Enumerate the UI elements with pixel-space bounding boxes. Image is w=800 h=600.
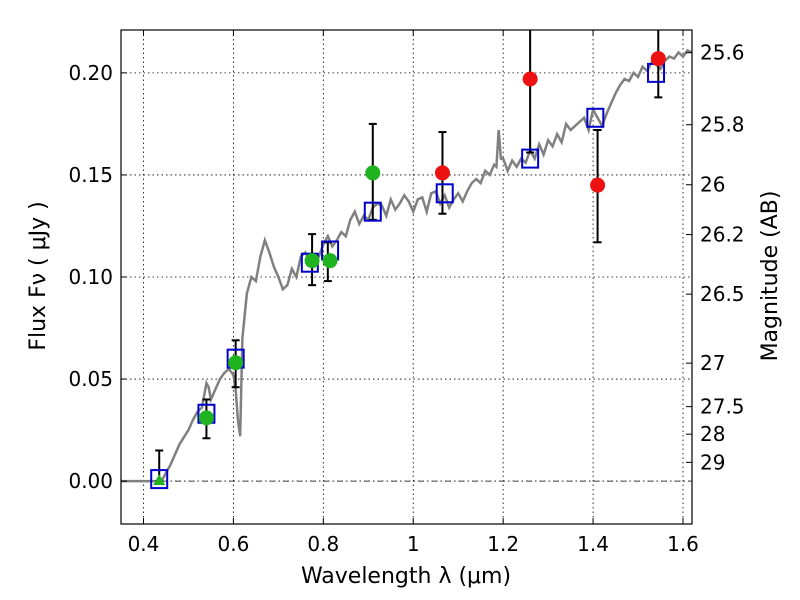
y-tick-label: 0.00	[68, 469, 113, 493]
right-tick-label: 25.6	[700, 41, 745, 65]
x-axis-ticks: 0.4 0.6 0.8 1 1.2 1.4 1.6	[128, 30, 699, 556]
red-point	[434, 165, 450, 181]
model-flux-box	[363, 201, 382, 222]
green-point	[228, 355, 244, 371]
right-tick-label: 29	[700, 450, 725, 474]
green-upper-limit-triangle	[153, 474, 166, 486]
y-axis-ticks: 0.00 0.05 0.10 0.15 0.20	[68, 61, 127, 493]
y-tick-label: 0.20	[68, 61, 113, 85]
grid-lines	[121, 30, 692, 524]
red-point	[590, 177, 606, 193]
model-flux-boxes	[150, 62, 666, 490]
red-point	[522, 71, 538, 87]
model-flux-box	[150, 469, 169, 490]
right-tick-label: 28	[700, 422, 725, 446]
right-tick-label: 26.2	[700, 223, 745, 247]
red-point	[650, 51, 666, 67]
green-point	[322, 253, 338, 269]
green-point	[304, 253, 320, 269]
right-tick-label: 25.8	[700, 113, 745, 137]
model-flux-box	[521, 148, 540, 169]
red-photometry-points	[434, 51, 666, 193]
y-tick-label: 0.05	[68, 367, 113, 391]
green-point	[365, 165, 381, 181]
model-spectrum-line	[121, 48, 693, 483]
x-tick-label: 0.8	[307, 532, 339, 556]
right-tick-label: 26.5	[700, 282, 745, 306]
model-flux-box	[435, 183, 454, 204]
x-axis-label: Wavelength λ (μm)	[301, 564, 511, 589]
x-tick-label: 1.2	[487, 532, 519, 556]
right-tick-label: 26	[700, 173, 725, 197]
y-tick-label: 0.10	[68, 265, 113, 289]
right-tick-label: 27	[700, 351, 725, 375]
error-bars	[155, 30, 663, 483]
x-tick-label: 1.4	[577, 532, 609, 556]
x-tick-label: 1.6	[667, 532, 699, 556]
y-tick-label: 0.15	[68, 163, 113, 187]
x-tick-label: 0.4	[128, 532, 160, 556]
x-tick-label: 1	[407, 532, 420, 556]
y-axis-label: Flux Fν ( μJy )	[26, 201, 51, 350]
green-point	[198, 410, 214, 426]
right-tick-label: 27.5	[700, 395, 745, 419]
x-tick-label: 0.6	[217, 532, 249, 556]
right-axis-label: Magnitude (AB)	[758, 191, 783, 362]
model-flux-box	[586, 107, 605, 128]
right-magnitude-axis-ticks: 25.6 25.8 26 26.2 26.5 27 27.5 28 29	[686, 41, 745, 474]
green-photometry-points	[153, 165, 381, 486]
